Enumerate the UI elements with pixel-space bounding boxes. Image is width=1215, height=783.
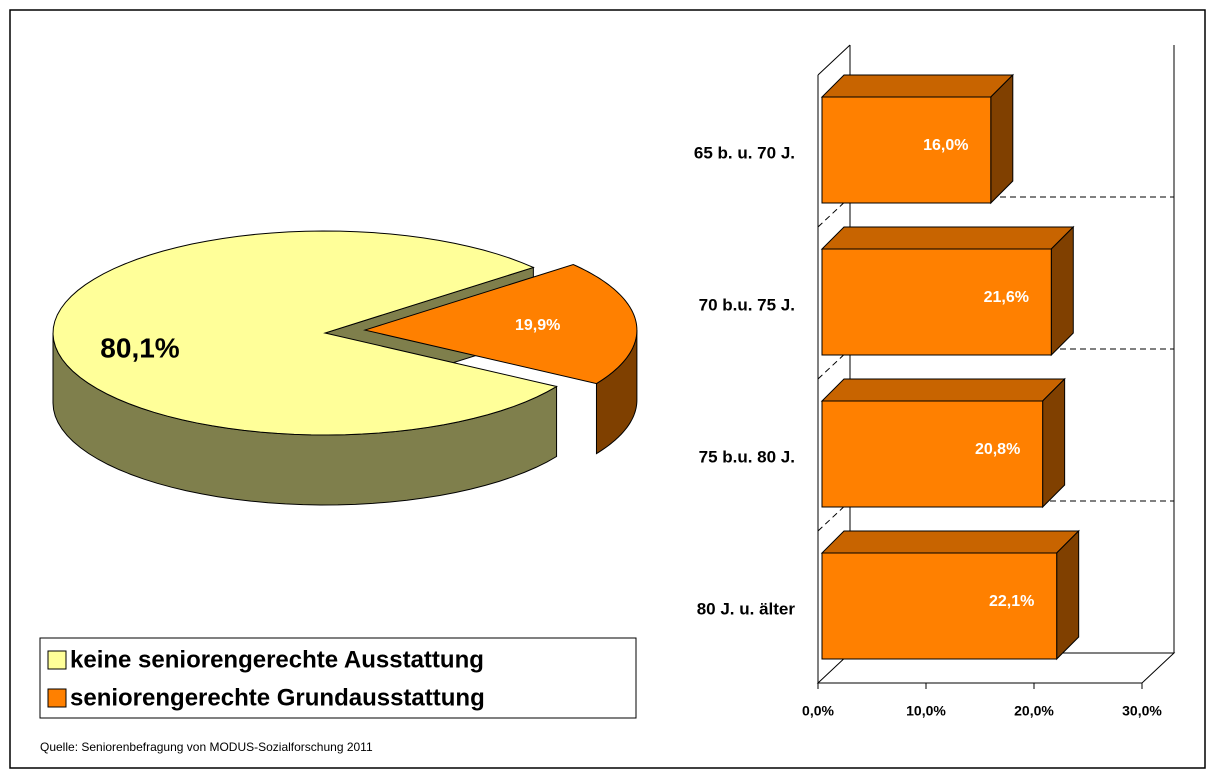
source: Quelle: Seniorenbefragung von MODUS-Sozi… bbox=[40, 740, 373, 754]
bar bbox=[821, 400, 1044, 508]
legend bbox=[39, 637, 637, 719]
y-tick-label: 80 J. u. älter bbox=[697, 599, 796, 618]
pie-label: 80,1% bbox=[100, 332, 179, 363]
y-tick-label: 75 b.u. 80 J. bbox=[699, 447, 795, 466]
bar-side bbox=[1056, 529, 1080, 661]
bar-label: 22,1% bbox=[989, 593, 1034, 610]
y-tick-label: 65 b. u. 70 J. bbox=[694, 143, 795, 162]
legend-label: seniorengerechte Grundausstattung bbox=[70, 684, 485, 711]
pie-label: 19,9% bbox=[515, 317, 560, 334]
x-tick-label: 30,0% bbox=[1122, 703, 1162, 719]
legend-swatch bbox=[47, 688, 67, 708]
bar-side bbox=[990, 73, 1014, 205]
bar-label: 20,8% bbox=[975, 441, 1020, 458]
bar-label: 16,0% bbox=[923, 137, 968, 154]
bar-top bbox=[820, 530, 1080, 554]
bar-top bbox=[820, 226, 1075, 250]
x-tick-label: 10,0% bbox=[906, 703, 946, 719]
bar-side bbox=[1042, 377, 1066, 509]
grid-line-side bbox=[817, 348, 851, 380]
bar-label: 21,6% bbox=[984, 289, 1029, 306]
bar-side bbox=[1050, 225, 1074, 357]
bar-top bbox=[820, 378, 1066, 402]
grid-line-side bbox=[817, 500, 851, 532]
x-tick-label: 0,0% bbox=[802, 703, 834, 719]
pie-slice bbox=[52, 230, 558, 436]
side-top bbox=[817, 44, 851, 76]
bar bbox=[821, 248, 1052, 356]
y-tick-label: 70 b.u. 75 J. bbox=[699, 295, 795, 314]
legend-label: keine seniorengerechte Ausstattung bbox=[70, 646, 484, 673]
bar-top bbox=[820, 74, 1015, 98]
legend-swatch bbox=[47, 650, 67, 670]
bar bbox=[821, 552, 1058, 660]
bar bbox=[821, 96, 992, 204]
x-tick-label: 20,0% bbox=[1014, 703, 1054, 719]
pie-slice bbox=[362, 263, 638, 385]
grid-line-side bbox=[817, 196, 851, 228]
